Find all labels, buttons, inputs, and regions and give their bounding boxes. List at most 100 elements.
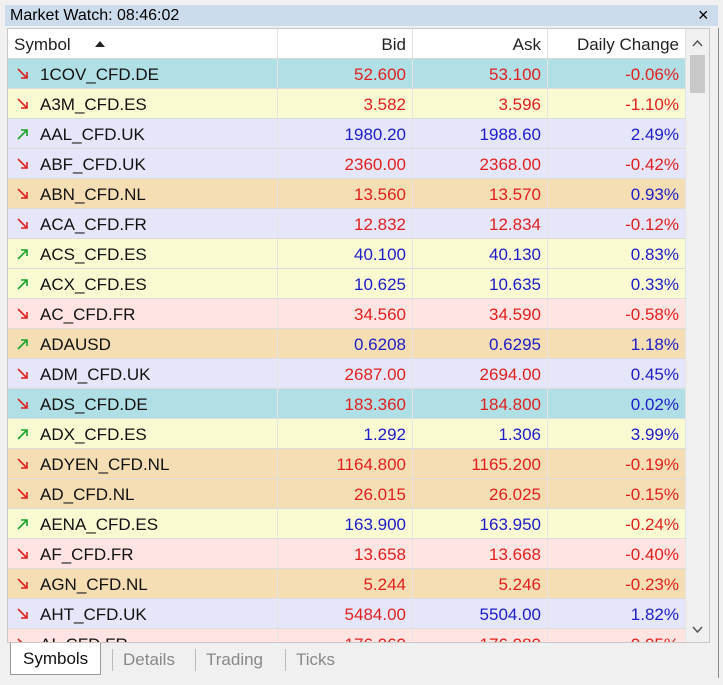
symbol: ADM_CFD.UK bbox=[8, 359, 278, 388]
trend-icon bbox=[17, 548, 28, 559]
bid: 13.658 bbox=[278, 539, 413, 568]
bid: 5484.00 bbox=[278, 599, 413, 628]
symbol: ADX_CFD.ES bbox=[8, 419, 278, 448]
symbol-row[interactable]: AD_CFD.NL 26.015 26.025 -0.15% bbox=[8, 479, 686, 509]
tab[interactable]: Details bbox=[123, 650, 175, 669]
symbol-row[interactable]: ADAUSD 0.6208 0.6295 1.18% bbox=[8, 329, 686, 359]
bid: 5.244 bbox=[278, 569, 413, 598]
trend-icon bbox=[17, 488, 28, 499]
window-title: Market Watch: 08:46:02 bbox=[10, 7, 180, 24]
tab-separator bbox=[195, 649, 196, 671]
tab[interactable]: Trading bbox=[206, 650, 264, 669]
symbol: AHT_CFD.UK bbox=[8, 599, 278, 628]
trend-icon bbox=[17, 398, 28, 409]
symbol-row[interactable]: ADX_CFD.ES 1.292 1.306 3.99% bbox=[8, 419, 686, 449]
ask: 12.834 bbox=[413, 209, 548, 238]
trend-icon bbox=[17, 218, 28, 229]
symbol-row[interactable]: ACA_CFD.FR 12.832 12.834 -0.12% bbox=[8, 209, 686, 239]
daily-change: -1.10% bbox=[548, 89, 686, 118]
ask: 2368.00 bbox=[413, 149, 548, 178]
symbol-row[interactable]: AI_CFD.FR176.060176.080-0.05% bbox=[8, 629, 686, 642]
daily-change: -0.19% bbox=[548, 449, 686, 478]
trend-icon bbox=[17, 608, 28, 619]
column-header[interactable]: Daily Change bbox=[548, 29, 686, 58]
symbol-row[interactable]: AGN_CFD.NL 5.244 5.246 -0.23% bbox=[8, 569, 686, 599]
window-edge bbox=[718, 28, 719, 678]
bid: 1980.20 bbox=[278, 119, 413, 148]
ask: 40.130 bbox=[413, 239, 548, 268]
ask: 10.635 bbox=[413, 269, 548, 298]
scroll-thumb[interactable] bbox=[690, 55, 705, 93]
symbol: ACA_CFD.FR bbox=[8, 209, 278, 238]
symbol-row[interactable]: AC_CFD.FR 34.560 34.590 -0.58% bbox=[8, 299, 686, 329]
daily-change: -0.24% bbox=[548, 509, 686, 538]
symbol-row[interactable]: AENA_CFD.ES 163.900 163.950 -0.24% bbox=[8, 509, 686, 539]
symbol: ACS_CFD.ES bbox=[8, 239, 278, 268]
symbol-row[interactable]: ADYEN_CFD.NL 1164.800 1165.200 -0.19% bbox=[8, 449, 686, 479]
symbol-row[interactable]: AHT_CFD.UK 5484.00 5504.00 1.82% bbox=[8, 599, 686, 629]
symbol: AAL_CFD.UK bbox=[8, 119, 278, 148]
daily-change: -0.23% bbox=[548, 569, 686, 598]
ask: 0.6295 bbox=[413, 329, 548, 358]
symbol-row[interactable]: ACX_CFD.ES 10.625 10.635 0.33% bbox=[8, 269, 686, 299]
symbol-row[interactable]: ABF_CFD.UK 2360.00 2368.00 -0.42% bbox=[8, 149, 686, 179]
table-body: 1COV_CFD.DE 52.600 53.100 -0.06% A3M_CFD.ES 3… bbox=[8, 59, 686, 642]
bid: 34.560 bbox=[278, 299, 413, 328]
symbol: A3M_CFD.ES bbox=[8, 89, 278, 118]
trend-icon bbox=[17, 578, 28, 589]
symbol-row[interactable]: AAL_CFD.UK 1980.20 1988.60 2.49% bbox=[8, 119, 686, 149]
daily-change: 0.93% bbox=[548, 179, 686, 208]
symbol: AI_CFD.FR bbox=[8, 629, 278, 642]
symbol-row[interactable]: ACS_CFD.ES 40.100 40.130 0.83% bbox=[8, 239, 686, 269]
trend-icon bbox=[17, 279, 28, 290]
symbol: ADS_CFD.DE bbox=[8, 389, 278, 418]
symbol-row[interactable]: AF_CFD.FR 13.658 13.668 -0.40% bbox=[8, 539, 686, 569]
close-button[interactable]: × bbox=[698, 5, 709, 25]
scrollbar[interactable] bbox=[686, 29, 709, 642]
symbol-row[interactable]: ABN_CFD.NL 13.560 13.570 0.93% bbox=[8, 179, 686, 209]
symbol-row[interactable]: ADM_CFD.UK 2687.00 2694.00 0.45% bbox=[8, 359, 686, 389]
ask: 1988.60 bbox=[413, 119, 548, 148]
trend-icon bbox=[17, 339, 28, 350]
tab[interactable]: Symbols bbox=[10, 643, 102, 675]
symbol: AENA_CFD.ES bbox=[8, 509, 278, 538]
title-bar: Market Watch: 08:46:02 × bbox=[5, 5, 718, 26]
symbol: ADYEN_CFD.NL bbox=[8, 449, 278, 478]
ask: 163.950 bbox=[413, 509, 548, 538]
symbol: AC_CFD.FR bbox=[8, 299, 278, 328]
bid: 0.6208 bbox=[278, 329, 413, 358]
ask: 34.590 bbox=[413, 299, 548, 328]
ask: 13.668 bbox=[413, 539, 548, 568]
trend-icon bbox=[17, 98, 28, 109]
symbol: ACX_CFD.ES bbox=[8, 269, 278, 298]
daily-change: 0.33% bbox=[548, 269, 686, 298]
column-header[interactable]: Symbol bbox=[8, 29, 278, 58]
daily-change: 0.45% bbox=[548, 359, 686, 388]
bid: 2687.00 bbox=[278, 359, 413, 388]
ask: 5.246 bbox=[413, 569, 548, 598]
sort-indicator bbox=[95, 41, 105, 47]
daily-change: -0.05% bbox=[548, 629, 686, 642]
tab-separator bbox=[112, 649, 113, 671]
symbol-row[interactable]: 1COV_CFD.DE 52.600 53.100 -0.06% bbox=[8, 59, 686, 89]
daily-change: -0.12% bbox=[548, 209, 686, 238]
table-header: Symbol Bid Ask Daily Change bbox=[8, 29, 686, 59]
symbol: AD_CFD.NL bbox=[8, 479, 278, 508]
trend-icon bbox=[17, 458, 28, 469]
symbol-row[interactable]: A3M_CFD.ES 3.582 3.596 -1.10% bbox=[8, 89, 686, 119]
scroll-down[interactable] bbox=[692, 626, 703, 634]
symbol: AF_CFD.FR bbox=[8, 539, 278, 568]
symbol-row[interactable]: ADS_CFD.DE 183.360 184.800 0.02% bbox=[8, 389, 686, 419]
daily-change: -0.42% bbox=[548, 149, 686, 178]
trend-icon bbox=[17, 519, 28, 530]
trend-icon bbox=[17, 158, 28, 169]
ask: 1.306 bbox=[413, 419, 548, 448]
column-header[interactable]: Bid bbox=[278, 29, 413, 58]
scroll-up[interactable] bbox=[692, 39, 703, 47]
bid: 3.582 bbox=[278, 89, 413, 118]
column-header[interactable]: Ask bbox=[413, 29, 548, 58]
scrollbar-graphics bbox=[690, 39, 705, 634]
daily-change: -0.15% bbox=[548, 479, 686, 508]
tab[interactable]: Ticks bbox=[296, 650, 336, 669]
